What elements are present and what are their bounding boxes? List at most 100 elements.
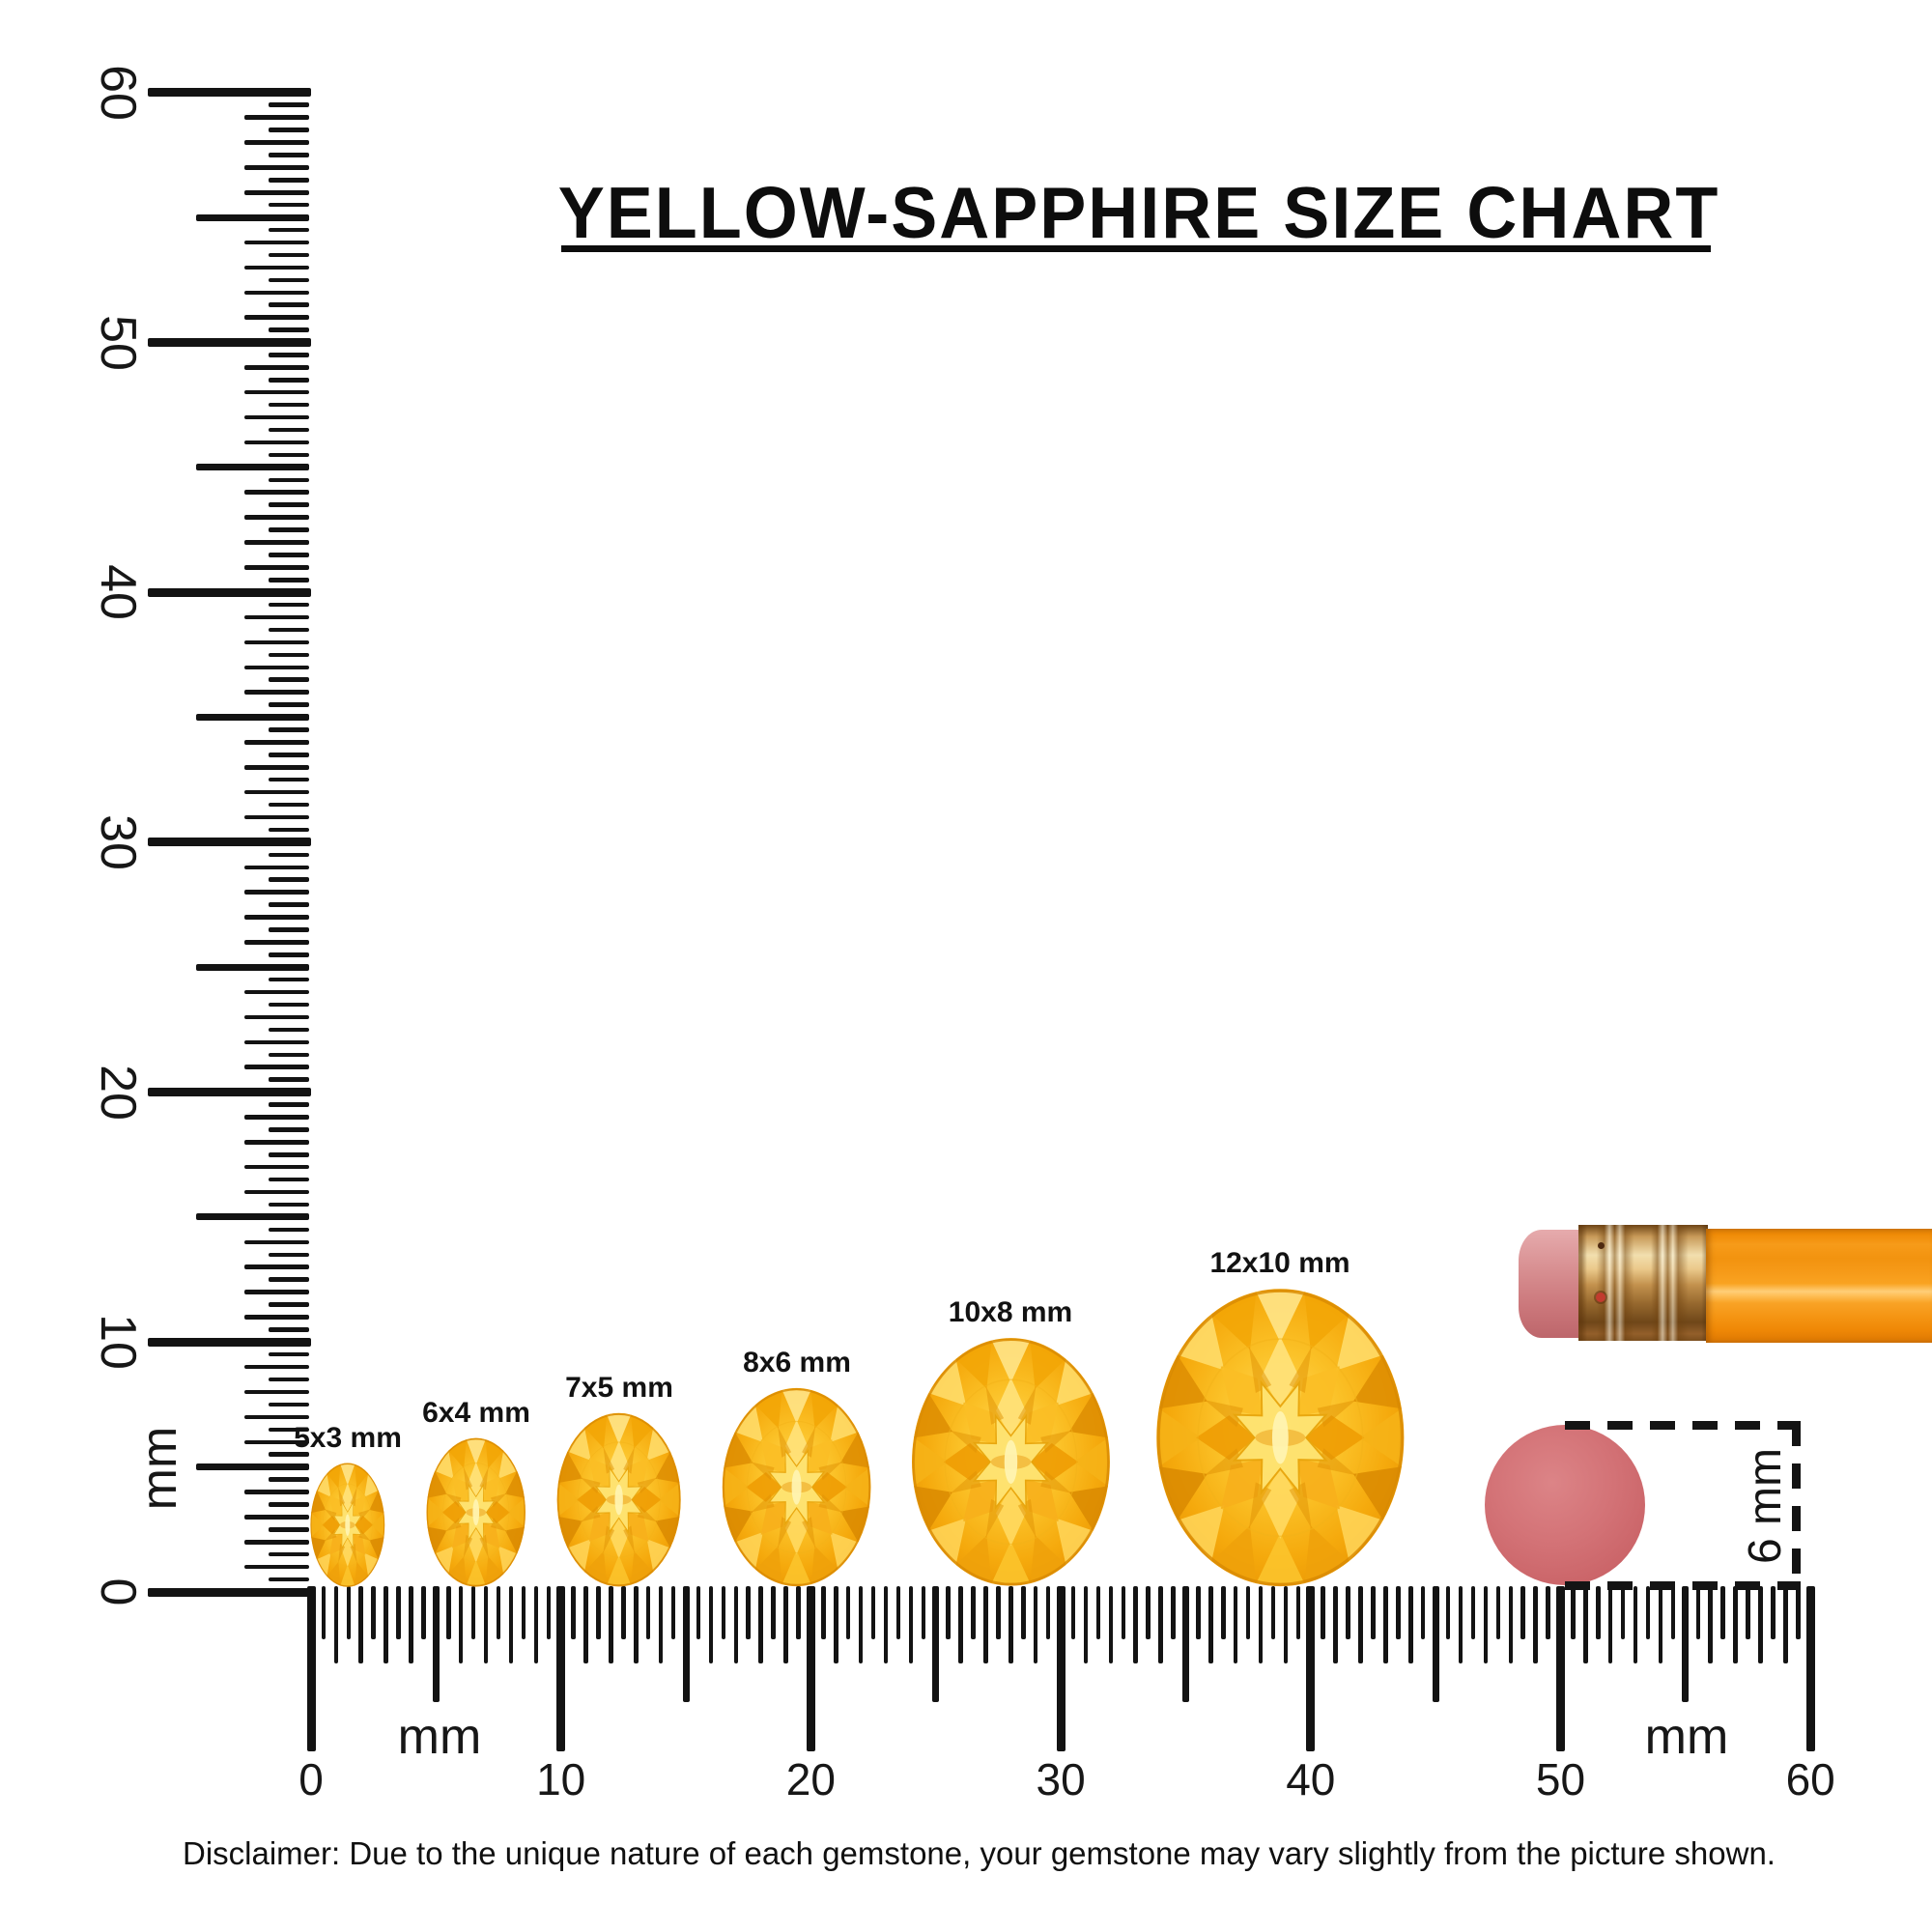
vertical-ruler-tick — [244, 1564, 309, 1570]
vertical-ruler-tick — [269, 277, 309, 283]
horizontal-ruler-tick — [1333, 1586, 1338, 1663]
horizontal-ruler-tick — [1470, 1586, 1476, 1639]
horizontal-ruler-number: 30 — [1036, 1754, 1086, 1804]
horizontal-ruler-tick — [996, 1586, 1001, 1639]
horizontal-ruler-tick — [446, 1586, 451, 1639]
horizontal-ruler-tick — [1108, 1586, 1114, 1663]
horizontal-ruler-tick — [1571, 1586, 1576, 1639]
callout-dash-bottom — [1565, 1581, 1801, 1590]
horizontal-ruler-tick — [708, 1586, 714, 1663]
eraser-diameter-label: 6 mm — [1739, 1448, 1791, 1564]
gem-size-label: 7x5 mm — [565, 1371, 673, 1404]
horizontal-ruler-tick — [432, 1586, 440, 1702]
horizontal-ruler-tick — [1233, 1586, 1238, 1663]
vertical-ruler-tick — [196, 1213, 309, 1221]
horizontal-ruler-tick — [1408, 1586, 1413, 1663]
horizontal-ruler-tick — [1445, 1586, 1451, 1639]
vertical-ruler-tick — [244, 1115, 309, 1120]
horizontal-ruler-tick — [358, 1586, 363, 1663]
horizontal-ruler-tick — [1508, 1586, 1513, 1663]
horizontal-ruler-number: 0 — [298, 1754, 324, 1804]
horizontal-ruler-tick — [1607, 1586, 1613, 1663]
vertical-ruler-tick — [269, 952, 309, 957]
horizontal-ruler-tick — [796, 1586, 801, 1639]
vertical-ruler-tick — [269, 1502, 309, 1507]
vertical-ruler-tick — [196, 213, 309, 221]
horizontal-ruler-tick — [1533, 1586, 1538, 1663]
horizontal-ruler-tick — [1070, 1586, 1076, 1639]
horizontal-ruler-tick — [1396, 1586, 1401, 1639]
horizontal-ruler-tick — [333, 1586, 339, 1663]
horizontal-ruler-tick — [845, 1586, 851, 1639]
horizontal-ruler-tick — [1358, 1586, 1363, 1663]
horizontal-ruler-tick — [1270, 1586, 1276, 1639]
vertical-ruler-tick — [244, 814, 309, 820]
vertical-ruler-tick — [269, 1351, 309, 1357]
vertical-ruler-tick — [269, 353, 309, 357]
vertical-ruler-tick — [269, 702, 309, 707]
vertical-ruler-tick — [269, 227, 309, 233]
vertical-ruler-tick — [269, 602, 309, 608]
vertical-ruler-tick — [244, 240, 309, 245]
horizontal-ruler-tick — [1658, 1586, 1663, 1663]
vertical-ruler-tick — [269, 1477, 309, 1482]
vertical-ruler-tick — [269, 1402, 309, 1407]
horizontal-ruler-tick — [908, 1586, 914, 1663]
ferrule-rivet-dot-red — [1596, 1293, 1605, 1302]
horizontal-ruler-tick — [1009, 1586, 1013, 1663]
vertical-ruler-tick — [244, 565, 309, 570]
vertical-ruler-tick — [244, 414, 309, 420]
vertical-ruler-tick — [244, 1439, 309, 1445]
horizontal-ruler-tick — [1645, 1586, 1651, 1639]
vertical-ruler-tick — [196, 963, 309, 971]
vertical-ruler-tick — [244, 265, 309, 270]
horizontal-ruler-number: 20 — [785, 1754, 836, 1804]
vertical-ruler-tick — [269, 327, 309, 332]
horizontal-ruler-tick — [858, 1586, 864, 1663]
ruler-corner-bar — [148, 1587, 311, 1597]
horizontal-ruler-tick — [306, 1586, 316, 1751]
horizontal-ruler-tick — [1805, 1586, 1815, 1751]
horizontal-ruler-tick — [1083, 1586, 1089, 1663]
horizontal-ruler-tick — [1420, 1586, 1426, 1639]
horizontal-ruler-tick — [1146, 1586, 1151, 1639]
vertical-ruler-tick — [244, 1515, 309, 1520]
horizontal-ruler-unit-label-right: mm — [1644, 1709, 1729, 1765]
horizontal-ruler-tick — [346, 1586, 352, 1639]
horizontal-ruler-tick — [932, 1586, 940, 1702]
horizontal-ruler-tick — [645, 1586, 651, 1639]
horizontal-ruler-tick — [496, 1586, 501, 1639]
callout-dash-right — [1792, 1421, 1801, 1590]
vertical-ruler-tick — [269, 102, 309, 107]
horizontal-ruler-tick — [1758, 1586, 1763, 1663]
vertical-ruler-tick — [244, 1264, 309, 1269]
horizontal-ruler-tick — [571, 1586, 576, 1639]
vertical-ruler-number: 20 — [90, 1064, 146, 1121]
horizontal-ruler-tick — [1556, 1586, 1565, 1751]
horizontal-ruler-tick — [1133, 1586, 1138, 1663]
horizontal-ruler-tick — [1733, 1586, 1738, 1663]
horizontal-ruler-tick — [771, 1586, 776, 1639]
gem-size-label: 10x8 mm — [948, 1296, 1073, 1329]
vertical-ruler-tick — [148, 1088, 311, 1097]
horizontal-ruler-tick — [1720, 1586, 1725, 1639]
gem-size-label: 8x6 mm — [743, 1347, 851, 1379]
horizontal-ruler-tick — [1021, 1586, 1026, 1639]
vertical-ruler-tick — [269, 627, 309, 633]
vertical-ruler-tick — [269, 727, 309, 732]
vertical-ruler-tick — [269, 402, 309, 408]
horizontal-ruler-tick — [1495, 1586, 1501, 1639]
vertical-ruler-number: 40 — [90, 564, 146, 621]
vertical-ruler-tick — [269, 378, 309, 383]
horizontal-ruler-tick — [533, 1586, 539, 1663]
vertical-ruler-tick — [269, 128, 309, 132]
vertical-ruler-tick — [269, 553, 309, 557]
vertical-ruler-tick — [148, 88, 311, 98]
vertical-ruler-tick — [269, 927, 309, 932]
vertical-ruler-tick — [269, 1327, 309, 1332]
eraser-end-circle — [1485, 1425, 1645, 1585]
vertical-ruler-tick — [244, 1239, 309, 1245]
horizontal-ruler-tick — [1295, 1586, 1301, 1639]
horizontal-ruler-tick — [921, 1586, 926, 1639]
